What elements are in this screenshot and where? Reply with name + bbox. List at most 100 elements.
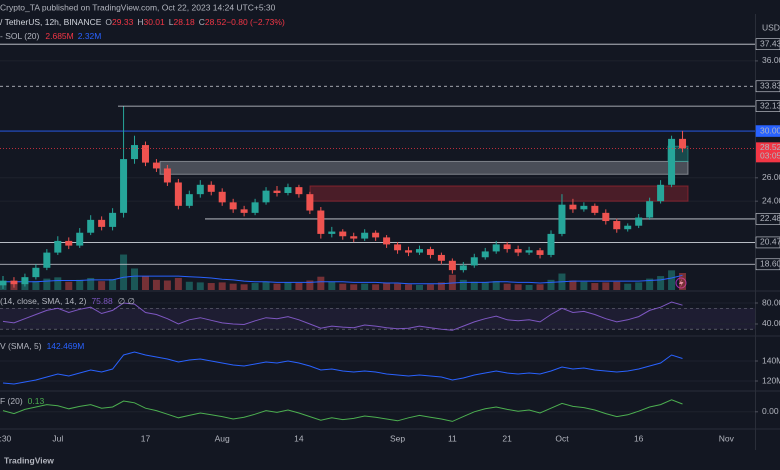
candle-body — [251, 202, 259, 213]
level-label: 37.43 — [760, 38, 780, 48]
y-tick-label: 140M — [762, 355, 780, 365]
level-label-box — [755, 125, 780, 137]
volume-bar — [481, 282, 489, 290]
volume-bar — [405, 284, 413, 290]
candle-body — [459, 265, 467, 271]
last-price-box — [756, 142, 780, 163]
ohlc-part: 30.01 — [143, 17, 165, 27]
volume-bar — [21, 283, 29, 290]
indicator-value: 0.13 — [28, 396, 45, 406]
indicator-value: 75.88 — [91, 296, 113, 306]
candle-body — [131, 145, 139, 160]
candle-body — [613, 221, 621, 230]
x-tick-label: Aug — [215, 433, 230, 443]
volume-bar — [109, 279, 117, 290]
volume-bar — [679, 272, 687, 290]
candle-body — [426, 249, 434, 255]
volume-bar — [426, 284, 434, 290]
candle-body — [679, 138, 687, 149]
volume-bar — [602, 282, 610, 290]
x-tick-label: Jul — [52, 433, 63, 443]
indicator-value: 142.469M — [47, 341, 85, 351]
zone — [159, 160, 689, 175]
x-tick-label: Sep — [390, 433, 405, 443]
candle-body — [602, 212, 610, 222]
footer-brand: TradingView — [4, 455, 54, 465]
candle-body — [185, 194, 193, 206]
level-label: 33.83 — [760, 81, 780, 91]
level-label: 30.00 — [760, 125, 780, 135]
ohlc-part: 28.18 — [173, 17, 195, 27]
ohlc-part: H — [137, 17, 143, 27]
candle-body — [547, 233, 555, 255]
indicator-name: V (SMA, 5) — [0, 341, 42, 351]
volume-bar — [350, 284, 358, 290]
candle-body — [0, 280, 7, 286]
level-label-box — [755, 38, 780, 50]
level-label-box — [755, 236, 780, 249]
x-tick-label: 17 — [141, 433, 151, 443]
candle-body — [415, 249, 423, 253]
level-label: 18.60 — [760, 259, 780, 269]
volume-bar — [273, 283, 281, 290]
indicator-extra: ∅ ∅ — [118, 296, 136, 306]
volume-bar — [339, 283, 347, 290]
candle-body — [120, 159, 128, 213]
candle-body — [339, 231, 347, 237]
volume-legend: - SOL (20) 2.685M 2.32M — [0, 31, 101, 41]
candle-body — [470, 257, 478, 266]
candle-body — [43, 252, 51, 268]
volume-bar — [646, 278, 654, 290]
candle-body — [21, 277, 29, 285]
candle-body — [437, 254, 445, 261]
candle-body — [394, 244, 402, 251]
candle-body — [196, 184, 204, 195]
volume-bar — [131, 268, 139, 290]
candle-body — [295, 187, 303, 195]
candle-body — [372, 232, 380, 238]
volume-bar — [98, 281, 106, 290]
candle-body — [657, 184, 665, 202]
y-tick-label: 36.00 — [762, 55, 780, 65]
volume-bar — [514, 284, 522, 290]
volume-bar — [218, 282, 226, 290]
level-label: 32.13 — [760, 100, 780, 110]
candle-body — [558, 204, 566, 234]
candle-body — [569, 204, 577, 210]
candle-body — [591, 205, 599, 213]
alert-icon-bolt — [679, 279, 684, 288]
candle-body — [514, 249, 522, 253]
volume-bar — [470, 281, 478, 290]
candle-body — [141, 145, 149, 163]
x-tick-label: 14 — [294, 433, 304, 443]
candle-body — [481, 251, 489, 258]
indicator-legend: (14, close, SMA, 14, 2) 75.88 ∅ ∅ — [0, 296, 136, 306]
x-tick-label: Oct — [555, 433, 569, 443]
x-tick-label: 16 — [634, 433, 644, 443]
ohlc-part: 28.52 — [205, 17, 227, 27]
indicator-name: F (20) — [0, 396, 23, 406]
volume-name: - SOL (20) — [0, 31, 40, 41]
volume-bar — [635, 282, 643, 290]
candle-body — [284, 187, 292, 193]
y-tick-label: 120M — [762, 375, 780, 385]
ohlc-part: L — [169, 17, 174, 27]
candle-body — [163, 168, 171, 183]
volume-bar — [624, 283, 632, 290]
volume-bar — [372, 284, 380, 290]
x-tick-label: 21 — [502, 433, 512, 443]
volume-bar — [580, 281, 588, 290]
volume-bar — [536, 284, 544, 290]
volume-bar — [76, 279, 84, 290]
candle-body — [536, 250, 544, 255]
volume-bar — [459, 279, 467, 290]
volume-bar — [448, 274, 456, 290]
candle-body — [646, 201, 654, 218]
volume-bar — [262, 281, 270, 290]
candle-body — [448, 260, 456, 271]
volume-bar — [163, 280, 171, 290]
y-tick-label: 40.00 — [762, 318, 780, 328]
candle-body — [109, 212, 117, 227]
candle-body — [262, 190, 270, 203]
